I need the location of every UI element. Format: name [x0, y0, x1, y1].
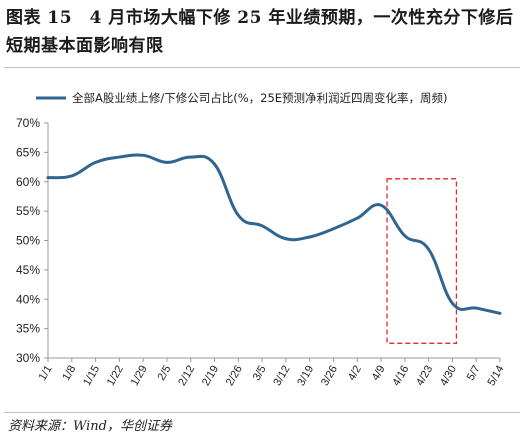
x-tick-label: 3/5 [251, 364, 269, 383]
y-tick-label: 70% [16, 116, 40, 130]
y-tick-label: 45% [16, 263, 40, 277]
data-point [237, 214, 240, 217]
x-tick-label: 4/30 [438, 364, 459, 389]
data-point [141, 154, 145, 157]
x-tick-label: 2/12 [176, 364, 197, 389]
y-axis: 30% 35% 40% 45% 50% 55% 60% 65% 70% [16, 116, 49, 365]
data-point [308, 235, 311, 239]
data-point [475, 306, 478, 310]
data-point [70, 174, 73, 178]
source-note: 资料来源：Wind，华创证券 [8, 419, 172, 434]
x-tick-label: 1/8 [60, 364, 78, 383]
data-point [94, 161, 97, 164]
data-point [427, 248, 430, 251]
x-tick-label: 2/5 [156, 364, 174, 383]
data-point [356, 216, 359, 220]
x-tick-label: 4/23 [414, 364, 435, 389]
y-tick-label: 40% [16, 292, 40, 306]
legend: 全部A股业绩上修/下修公司占比(%，25E预测净利润近四周变化率，周频) [36, 91, 448, 105]
x-axis: 1/1 1/8 1/15 1/22 1/29 2/5 2/12 2/19 2/26 3/5 3/12… [37, 357, 507, 389]
data-point [46, 176, 50, 179]
data-point [118, 155, 121, 159]
plot-series [46, 153, 502, 315]
x-tick-label: 2/26 [224, 364, 245, 389]
data-point [379, 204, 383, 207]
y-tick-label: 30% [16, 351, 40, 365]
y-tick-label: 50% [16, 234, 40, 248]
data-point [451, 302, 454, 305]
source-divider [4, 412, 520, 413]
series-line [46, 153, 502, 315]
x-tick-label: 3/19 [295, 364, 316, 389]
x-tick-label: 4/16 [390, 364, 411, 389]
x-tick-label: 3/26 [319, 364, 340, 389]
line-chart: 全部A股业绩上修/下修公司占比(%，25E预测净利润近四周变化率，周频) 30%… [16, 91, 507, 389]
x-tick-label: 1/22 [105, 364, 126, 389]
y-tick-label: 55% [16, 204, 40, 218]
title-divider [4, 67, 520, 68]
x-tick-label: 1/29 [129, 364, 150, 389]
x-tick-label: 5/14 [485, 364, 506, 389]
data-point [332, 227, 335, 230]
annotations [386, 178, 458, 344]
y-tick-label: 35% [16, 322, 40, 336]
data-point [165, 161, 169, 164]
x-tick-label: 3/12 [271, 364, 292, 389]
data-point [498, 312, 502, 315]
x-tick-label: 1/15 [81, 364, 102, 389]
data-point [260, 224, 264, 228]
y-tick-label: 60% [16, 175, 40, 189]
x-tick-label: 4/9 [370, 364, 388, 383]
x-tick-label: 4/2 [346, 364, 364, 383]
highlight-box [386, 178, 458, 344]
x-tick-label: 1/1 [37, 364, 55, 383]
data-point [189, 155, 192, 159]
data-point [213, 162, 216, 166]
x-tick-label: 2/19 [200, 364, 221, 389]
y-tick-label: 65% [16, 145, 40, 159]
legend-label: 全部A股业绩上修/下修公司占比(%，25E预测净利润近四周变化率，周频) [72, 91, 448, 105]
chart-title: 图表 15 4 月市场大幅下修 25 年业绩预期，一次性充分下修后短期基本面影响… [6, 8, 514, 56]
data-point [403, 234, 407, 237]
x-tick-label: 5/7 [465, 364, 483, 383]
data-point [284, 237, 288, 240]
